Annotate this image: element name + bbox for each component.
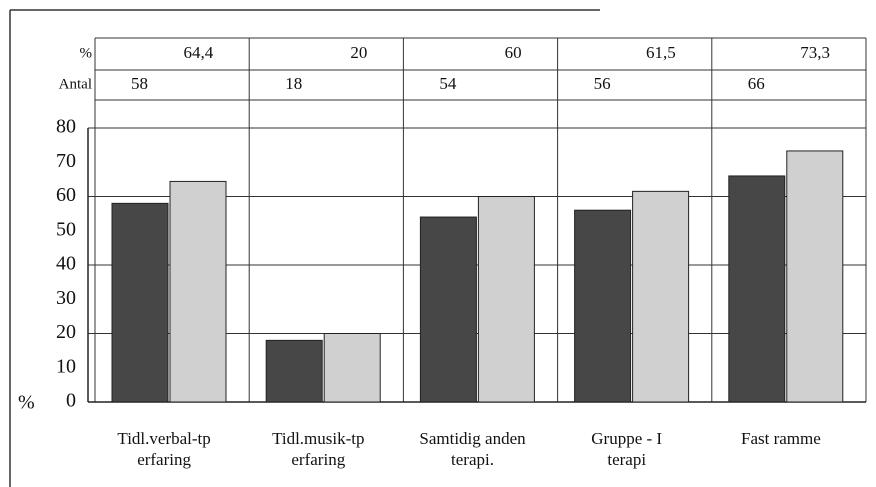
y-tick-label: 80 <box>56 116 76 138</box>
bar <box>574 209 632 403</box>
table-value: 64,4 <box>183 43 213 62</box>
bar <box>169 180 227 403</box>
bar <box>265 339 323 403</box>
bar <box>323 333 381 403</box>
table-value: 58 <box>131 74 148 93</box>
bar <box>477 196 535 403</box>
x-tick-label: terapi <box>607 450 646 469</box>
y-tick-label: 0 <box>66 390 76 412</box>
x-tick-label: Gruppe - I <box>591 429 662 448</box>
table-row-label: Antal <box>59 76 92 92</box>
bar <box>786 150 844 403</box>
table-value: 60 <box>505 43 522 62</box>
table-value: 54 <box>439 74 457 93</box>
table-value: 20 <box>350 43 367 62</box>
y-tick-label: 60 <box>56 184 76 206</box>
y-tick-label: 50 <box>56 218 76 240</box>
bar <box>111 202 169 403</box>
y-tick-label: 30 <box>56 287 76 309</box>
y-tick-label: 10 <box>56 355 76 377</box>
x-tick-label: Fast ramme <box>741 429 821 448</box>
bar <box>632 190 690 403</box>
table-value: 66 <box>748 74 765 93</box>
x-tick-label: Tidl.verbal-tp <box>117 429 210 448</box>
y-axis-label: % <box>18 392 35 414</box>
table-value: 18 <box>285 74 302 93</box>
x-tick-label: Samtidig anden <box>419 429 526 448</box>
table-value: 73,3 <box>800 43 830 62</box>
x-tick-label: terapi. <box>451 450 494 469</box>
x-tick-label: erfaring <box>291 450 345 469</box>
table-value: 61,5 <box>646 43 676 62</box>
x-tick-label: erfaring <box>137 450 191 469</box>
bar <box>419 216 477 403</box>
y-tick-label: 20 <box>56 321 76 343</box>
bar <box>728 175 786 403</box>
table-value: 56 <box>594 74 611 93</box>
x-tick-label: Tidl.musik-tp <box>272 429 364 448</box>
table-row-label: % <box>80 45 93 61</box>
y-tick-label: 70 <box>56 150 76 172</box>
y-tick-label: 40 <box>56 253 76 275</box>
